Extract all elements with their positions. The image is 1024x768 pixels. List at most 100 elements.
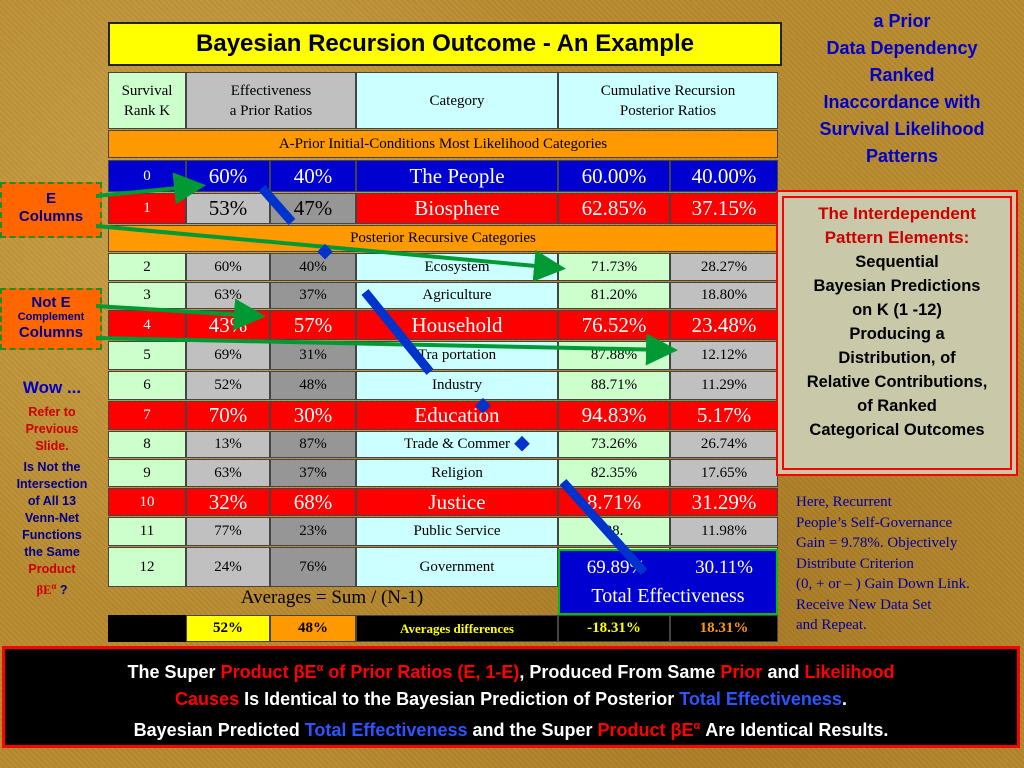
bottom-text: Total Effectiveness bbox=[679, 689, 842, 709]
rank-cell: 10 bbox=[108, 488, 186, 516]
avg-not-e: 48% bbox=[270, 615, 356, 642]
posterior-2: 17.65% bbox=[670, 459, 778, 487]
bottom-text: The Super bbox=[127, 662, 221, 682]
posterior-1: 94.83% bbox=[558, 401, 670, 430]
side-box-line: on K (1 -12) bbox=[852, 301, 942, 319]
table-row: 11 77% 23% Public Service 88. 11.98% bbox=[108, 517, 778, 546]
slide-title: Bayesian Recursion Outcome - An Example bbox=[108, 22, 782, 66]
bottom-text: and the Super bbox=[467, 720, 598, 740]
side-title-line: Patterns bbox=[865, 146, 939, 166]
averages-row: 52% 48% Averages differences -18.31% 18.… bbox=[108, 615, 778, 642]
posterior-2: 11.29% bbox=[670, 371, 778, 400]
bottom-text: Product βE bbox=[220, 662, 317, 682]
e-cell: 77% bbox=[186, 517, 270, 546]
side-title-line: Inaccordance with bbox=[823, 92, 981, 112]
total-effectiveness-box: 69.89% 30.11% Total Effectiveness bbox=[558, 549, 778, 615]
note-line: Receive New Data Set bbox=[796, 596, 932, 613]
posterior-2: 5.17% bbox=[670, 401, 778, 430]
diamond-marker bbox=[514, 435, 530, 452]
side-box-line: Bayesian Predictions bbox=[813, 277, 981, 295]
wow-product: Product bbox=[28, 562, 76, 576]
table-row: 2 60% 40% Ecosystem 71.73% 28.27% bbox=[108, 253, 778, 281]
wow-refer: Refer to Previous Slide. bbox=[6, 404, 98, 455]
e-cell: 63% bbox=[186, 459, 270, 487]
avg-diff-2: 18.31% bbox=[670, 615, 778, 642]
table-row: 1 53% 47% Biosphere 62.85% 37.15% bbox=[108, 193, 778, 224]
e-cell: 69% bbox=[186, 341, 270, 370]
rank-cell: 3 bbox=[108, 282, 186, 309]
bottom-text: Bayesian Predicted bbox=[133, 720, 305, 740]
side-box-line: Relative Contributions, bbox=[806, 373, 988, 391]
wow-line: of All 13 bbox=[27, 494, 77, 508]
bottom-line-2: Causes Is Identical to the Bayesian Pred… bbox=[5, 686, 1017, 713]
e-cell: 60% bbox=[186, 253, 270, 281]
posterior-1: 71.73% bbox=[558, 253, 670, 281]
rank-cell: 6 bbox=[108, 371, 186, 400]
wow-line: Refer to bbox=[28, 405, 76, 419]
posterior-2: 18.80% bbox=[670, 282, 778, 309]
wow-body: Is Not the Intersection of All 13 Venn-N… bbox=[6, 459, 98, 599]
e-cell: 53% bbox=[186, 193, 270, 224]
note-line: People’s Self-Governance bbox=[796, 514, 953, 531]
side-box-line: of Ranked bbox=[857, 397, 937, 415]
posterior-2: 40.00% bbox=[670, 160, 778, 192]
table-row: 4 43% 57% Household 76.52% 23.48% bbox=[108, 310, 778, 340]
side-title-line: Survival Likelihood bbox=[819, 119, 985, 139]
category-cell: Public Service bbox=[356, 517, 558, 546]
posterior-1: 8.71% bbox=[558, 488, 670, 516]
bottom-statement: The Super Product βEα of Prior Ratios (E… bbox=[2, 646, 1020, 748]
side-box-heading: The Interdependent bbox=[818, 204, 976, 223]
wow-line: the Same bbox=[24, 545, 80, 559]
posterior-2: 11.98% bbox=[670, 517, 778, 546]
e-columns-line: E bbox=[45, 190, 56, 207]
arrow-not-e-to-row4 bbox=[95, 298, 266, 331]
bottom-text: Is Identical to the Bayesian Prediction … bbox=[239, 689, 680, 709]
bottom-text: , Produced From Same bbox=[519, 662, 721, 682]
not-e-cell: 31% bbox=[270, 341, 356, 370]
wow-line: Venn-Net bbox=[24, 511, 80, 525]
category-cell: Education bbox=[356, 401, 558, 430]
category-cell: The People bbox=[356, 160, 558, 192]
bottom-text: Likelihood bbox=[804, 662, 895, 682]
category-cell: Industry bbox=[356, 371, 558, 400]
side-box-line: Producing a bbox=[849, 325, 945, 343]
e-cell: 24% bbox=[186, 547, 270, 587]
side-box-heading: Pattern Elements: bbox=[824, 228, 970, 247]
side-title: a Prior Data Dependency Ranked Inaccorda… bbox=[786, 8, 1018, 170]
averages-label: Averages = Sum / (N-1) bbox=[240, 587, 424, 608]
not-e-cell: 37% bbox=[270, 282, 356, 309]
posterior-1: 62.85% bbox=[558, 193, 670, 224]
rank-cell: 2 bbox=[108, 253, 186, 281]
table-row: 8 13% 87% Trade & Commer 73.26% 26.74% bbox=[108, 431, 778, 458]
e-columns-box: E Columns bbox=[0, 182, 102, 238]
header-effectiveness: Effectiveness a Prior Ratios bbox=[186, 72, 356, 129]
wow-line: Intersection bbox=[16, 477, 88, 491]
rank-cell: 11 bbox=[108, 517, 186, 546]
not-e-cell: 30% bbox=[270, 401, 356, 430]
bottom-text: Causes bbox=[175, 689, 240, 709]
e-cell: 32% bbox=[186, 488, 270, 516]
diamond-marker bbox=[317, 243, 333, 260]
posterior-1: 73.26% bbox=[558, 431, 670, 458]
category-cell: Biosphere bbox=[356, 193, 558, 224]
wow-note: Wow ... Refer to Previous Slide. Is Not … bbox=[6, 376, 98, 599]
not-e-line: Columns bbox=[18, 324, 84, 341]
note-line: Here, Recurrent bbox=[796, 494, 892, 510]
band-prior-row: A-Prior Initial-Conditions Most Likeliho… bbox=[108, 130, 778, 158]
total-effectiveness-label: Total Effectiveness bbox=[591, 585, 745, 607]
posterior-2: 28.27% bbox=[670, 253, 778, 281]
e-cell: 70% bbox=[186, 401, 270, 430]
posterior-1: 60.00% bbox=[558, 160, 670, 192]
not-e-cell: 87% bbox=[270, 431, 356, 458]
rank-cell: 5 bbox=[108, 341, 186, 370]
side-box-line: Categorical Outcomes bbox=[809, 421, 985, 439]
header-survival-rank: Survival Rank K bbox=[108, 72, 186, 129]
not-e-cell: 40% bbox=[270, 253, 356, 281]
rank-cell: 9 bbox=[108, 459, 186, 487]
bottom-line-1: The Super Product βEα of Prior Ratios (E… bbox=[5, 655, 1017, 686]
table-row: 6 52% 48% Industry 88.71% 11.29% bbox=[108, 371, 778, 400]
e-cell: 13% bbox=[186, 431, 270, 458]
table-row: 3 63% 37% Agriculture 81.20% 18.80% bbox=[108, 282, 778, 309]
wow-alpha: α bbox=[51, 582, 57, 591]
wow-q: ? bbox=[56, 583, 68, 598]
